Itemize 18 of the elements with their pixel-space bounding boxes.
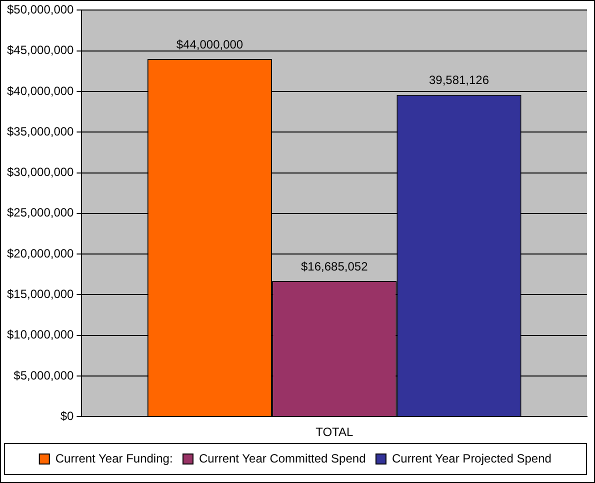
y-tick-label: $0: [60, 408, 74, 423]
legend-label: Current Year Funding:: [55, 451, 173, 466]
y-tick-label: $50,000,000: [7, 2, 74, 17]
data-label: $16,685,052: [301, 259, 368, 274]
y-tick-label: $45,000,000: [7, 43, 74, 58]
y-tick-label: $20,000,000: [7, 246, 74, 260]
y-tick-label: $10,000,000: [7, 328, 74, 342]
y-tick-label: $15,000,000: [7, 286, 74, 301]
y-tick-label: $35,000,000: [7, 124, 74, 138]
y-tick-label: $30,000,000: [7, 165, 74, 180]
y-tick-label: $25,000,000: [7, 206, 74, 220]
legend-label: Current Year Committed Spend: [199, 451, 366, 466]
legend-label: Current Year Projected Spend: [392, 451, 552, 466]
y-tick-label: $40,000,000: [7, 84, 74, 98]
x-tick-label: TOTAL: [316, 425, 354, 440]
y-tick-label: $5,000,000: [14, 368, 74, 382]
data-label: $44,000,000: [176, 37, 244, 52]
data-label: 39,581,126: [428, 73, 490, 88]
